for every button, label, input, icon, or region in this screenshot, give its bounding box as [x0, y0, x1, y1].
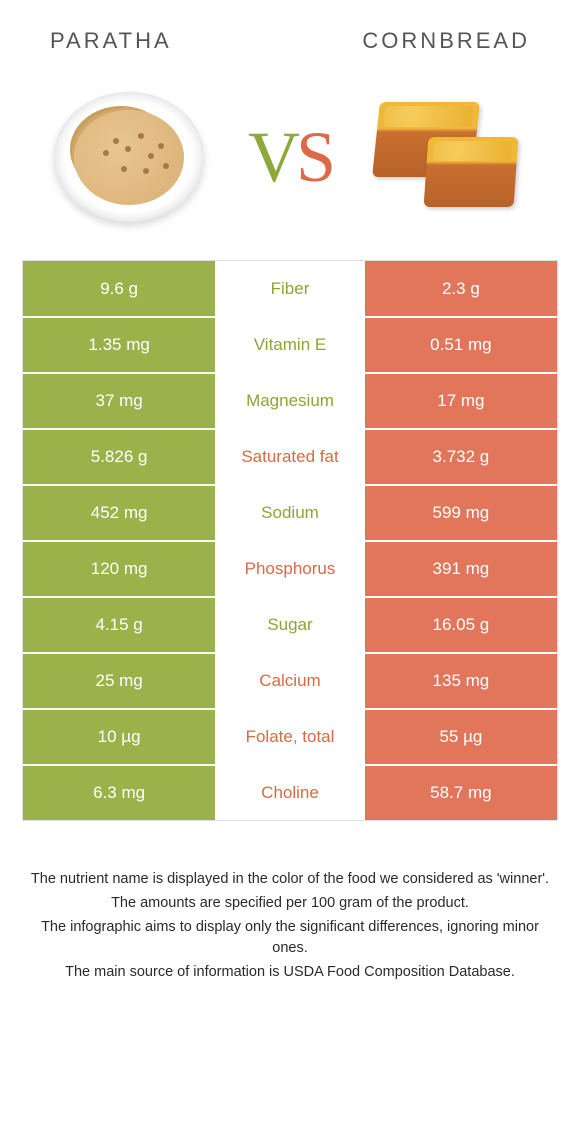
value-left: 5.826 g: [23, 430, 215, 484]
value-right: 17 mg: [365, 374, 557, 428]
value-right: 16.05 g: [365, 598, 557, 652]
vs-letter-s: S: [296, 117, 332, 197]
value-right: 55 µg: [365, 710, 557, 764]
paratha-image: [44, 82, 214, 232]
value-right: 58.7 mg: [365, 766, 557, 820]
nutrient-label: Folate, total: [215, 710, 365, 764]
value-left: 25 mg: [23, 654, 215, 708]
table-row: 1.35 mgVitamin E0.51 mg: [23, 316, 557, 372]
nutrient-label: Sodium: [215, 486, 365, 540]
value-left: 120 mg: [23, 542, 215, 596]
vs-row: VS: [22, 72, 558, 260]
footnote-line: The amounts are specified per 100 gram o…: [30, 893, 550, 915]
value-right: 3.732 g: [365, 430, 557, 484]
value-right: 2.3 g: [365, 261, 557, 316]
comparison-table: 9.6 gFiber2.3 g1.35 mgVitamin E0.51 mg37…: [22, 260, 558, 821]
vs-label: VS: [248, 116, 332, 199]
table-row: 37 mgMagnesium17 mg: [23, 372, 557, 428]
value-left: 1.35 mg: [23, 318, 215, 372]
footnote-line: The infographic aims to display only the…: [30, 917, 550, 961]
vs-letter-v: V: [248, 117, 296, 197]
table-row: 4.15 gSugar16.05 g: [23, 596, 557, 652]
nutrient-label: Fiber: [215, 261, 365, 316]
cornbread-image: [366, 82, 536, 232]
value-right: 391 mg: [365, 542, 557, 596]
table-row: 10 µgFolate, total55 µg: [23, 708, 557, 764]
nutrient-label: Saturated fat: [215, 430, 365, 484]
nutrient-label: Vitamin E: [215, 318, 365, 372]
table-row: 9.6 gFiber2.3 g: [23, 260, 557, 316]
nutrient-label: Magnesium: [215, 374, 365, 428]
nutrient-label: Phosphorus: [215, 542, 365, 596]
table-row: 6.3 mgCholine58.7 mg: [23, 764, 557, 820]
nutrient-label: Choline: [215, 766, 365, 820]
nutrient-label: Sugar: [215, 598, 365, 652]
table-row: 5.826 gSaturated fat3.732 g: [23, 428, 557, 484]
footnote-line: The nutrient name is displayed in the co…: [30, 869, 550, 891]
value-right: 0.51 mg: [365, 318, 557, 372]
table-row: 120 mgPhosphorus391 mg: [23, 540, 557, 596]
value-left: 9.6 g: [23, 261, 215, 316]
food-title-left: PARATHA: [50, 28, 172, 54]
food-title-right: CORNBREAD: [362, 28, 530, 54]
table-row: 25 mgCalcium135 mg: [23, 652, 557, 708]
value-right: 135 mg: [365, 654, 557, 708]
value-left: 4.15 g: [23, 598, 215, 652]
value-left: 37 mg: [23, 374, 215, 428]
footnotes: The nutrient name is displayed in the co…: [22, 869, 558, 984]
value-left: 452 mg: [23, 486, 215, 540]
footnote-line: The main source of information is USDA F…: [30, 962, 550, 984]
value-left: 6.3 mg: [23, 766, 215, 820]
value-left: 10 µg: [23, 710, 215, 764]
table-row: 452 mgSodium599 mg: [23, 484, 557, 540]
nutrient-label: Calcium: [215, 654, 365, 708]
value-right: 599 mg: [365, 486, 557, 540]
header: PARATHA CORNBREAD: [22, 28, 558, 54]
